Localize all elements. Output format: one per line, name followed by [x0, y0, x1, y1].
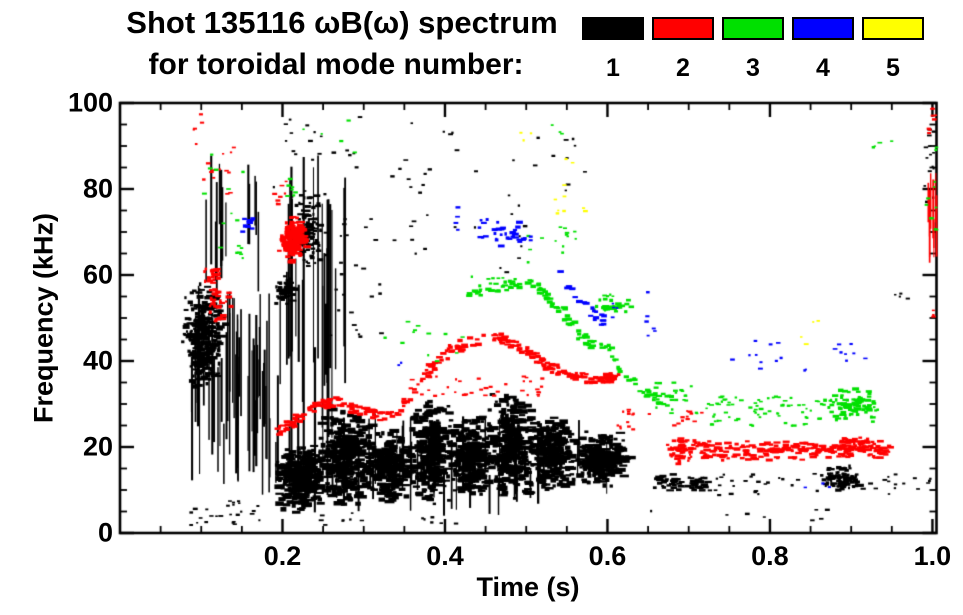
legend-swatch-mode-2: [652, 17, 714, 40]
y-tick-label-40: 40: [82, 345, 113, 376]
chart-title-line2: for toroidal mode number:: [148, 48, 524, 81]
legend-swatch-mode-4: [792, 17, 854, 40]
x-axis-title: Time (s): [476, 572, 580, 602]
y-tick-label-0: 0: [97, 517, 113, 548]
legend-label-mode-3: 3: [746, 54, 760, 82]
legend-label-mode-1: 1: [606, 54, 620, 82]
legend-swatch-mode-1: [582, 17, 644, 40]
x-tick-label-1.0: 1.0: [913, 541, 952, 571]
y-axis-title: Frequency (kHz): [28, 212, 59, 424]
legend-label-mode-2: 2: [676, 54, 690, 82]
y-tick-label-20: 20: [82, 431, 113, 462]
x-tick-label-0.6: 0.6: [588, 541, 627, 571]
legend-label-mode-4: 4: [816, 54, 830, 82]
x-tick-label-0.8: 0.8: [751, 541, 789, 571]
x-tick-label-0.4: 0.4: [426, 541, 464, 571]
x-tick-label-0.2: 0.2: [263, 541, 302, 571]
y-tick-label-60: 60: [82, 259, 113, 290]
legend-label-mode-5: 5: [886, 54, 900, 82]
chart-title-line1: Shot 135116 ωB(ω) spectrum: [126, 5, 558, 40]
y-tick-label-80: 80: [82, 173, 113, 204]
legend-swatch-mode-5: [862, 17, 924, 40]
y-tick-label-100: 100: [67, 87, 113, 118]
legend-swatch-mode-3: [722, 17, 784, 40]
